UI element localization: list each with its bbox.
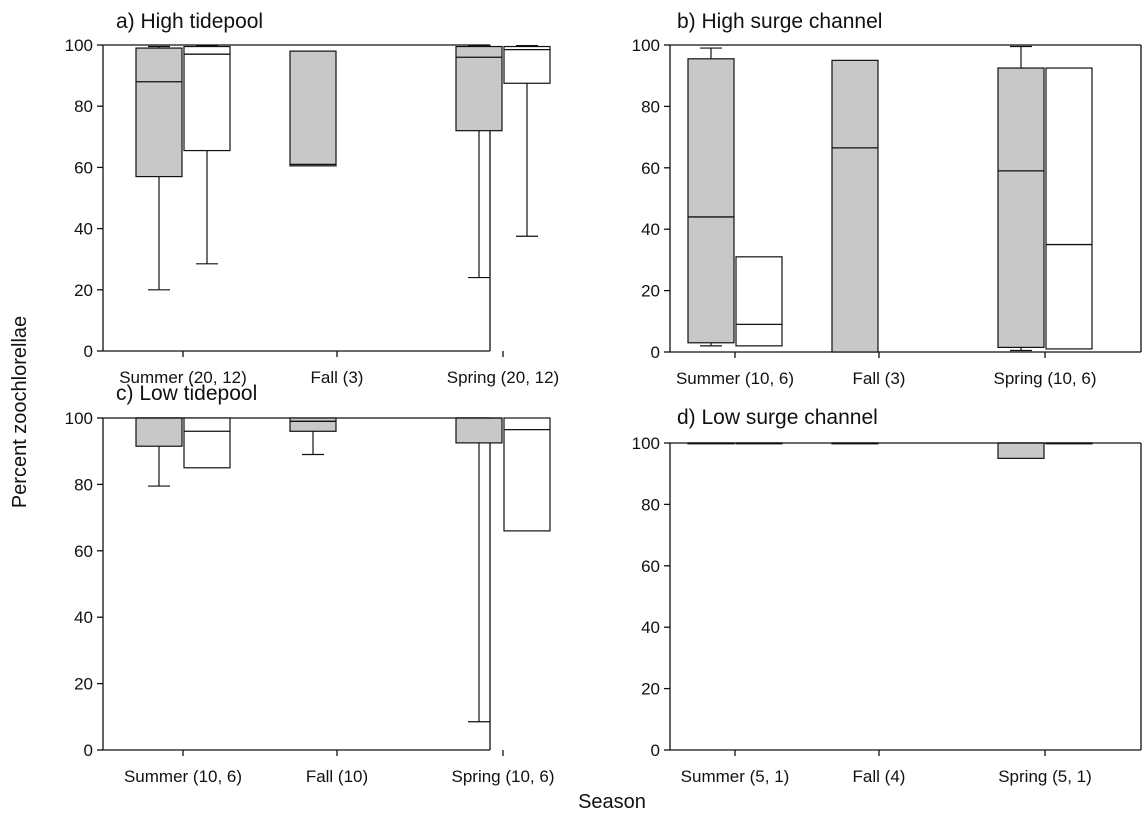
y-axis-title: Percent zoochlorellae [9,316,31,508]
x-tick-label: Spring (10, 6) [994,369,1097,388]
panel-title: a) High tidepool [116,10,263,33]
box-body [735,256,783,347]
x-tick-label: Spring (5, 1) [998,767,1092,786]
y-tick-label: 80 [74,97,93,116]
box-body [289,50,337,167]
y-tick-label: 100 [632,434,660,453]
box-series1-1 [687,442,735,445]
y-tick-label: 80 [641,97,660,116]
box-series1-3 [455,45,503,279]
y-tick-label: 100 [65,409,93,428]
x-tick-label: Summer (20, 12) [119,368,247,387]
y-tick-label: 0 [84,741,93,760]
box-series2-1 [735,442,783,445]
box-body [135,47,183,178]
y-tick-label: 20 [74,281,93,300]
box-series1-2 [289,417,337,456]
panel-title: b) High surge channel [677,10,882,33]
y-tick-label: 40 [74,220,93,239]
box-body [455,45,503,132]
box-series2-3 [1045,67,1093,350]
box-series1-2 [831,442,879,445]
box-body [183,417,231,469]
box-body [1045,67,1093,350]
box-body [997,442,1045,459]
box-series1-3 [455,417,503,723]
y-tick-label: 40 [641,618,660,637]
box-series2-3 [503,417,551,532]
box-series2-1 [183,417,231,469]
x-tick-label: Summer (5, 1) [681,767,790,786]
box-series2-3 [1045,442,1093,445]
x-tick-label: Summer (10, 6) [676,369,794,388]
box-series1-2 [831,59,879,353]
box-body [997,67,1045,348]
x-tick-label: Fall (4) [853,767,906,786]
y-tick-label: 80 [74,475,93,494]
box-body [455,417,503,444]
box-body [503,417,551,532]
panel-title: c) Low tidepool [116,382,257,405]
y-tick-label: 0 [84,342,93,361]
box-series2-1 [735,256,783,347]
y-tick-label: 20 [74,675,93,694]
y-tick-label: 100 [65,36,93,55]
panel-4: d) Low surge channel 0 20 40 60 80 100 Summer (… [632,406,1142,786]
box-series2-3 [503,45,551,237]
box-body [503,45,551,84]
box-series1-1 [135,45,183,291]
panel-title: d) Low surge channel [677,406,878,429]
box-series1-3 [997,442,1045,459]
box-body [183,45,231,152]
y-tick-label: 0 [651,741,660,760]
y-tick-label: 20 [641,680,660,699]
panel-3: c) Low tidepool 0 20 40 60 80 100 Summer (10, 6… [65,382,555,786]
chart-panels: a) High tidepool 0 20 40 60 80 100 Summer (20, … [65,10,1142,786]
box-body [831,59,879,353]
x-tick-label: Spring (10, 6) [452,767,555,786]
y-tick-label: 60 [641,557,660,576]
y-tick-label: 40 [74,608,93,627]
y-tick-label: 80 [641,495,660,514]
x-tick-label: Fall (3) [311,368,364,387]
box-series1-3 [997,45,1045,352]
x-tick-label: Fall (10) [306,767,368,786]
x-axis-title: Season [578,791,646,813]
y-tick-label: 60 [74,542,93,561]
box-series2-1 [183,45,231,265]
y-tick-label: 40 [641,220,660,239]
y-tick-label: 0 [651,343,660,362]
x-tick-label: Spring (20, 12) [447,368,559,387]
y-tick-label: 60 [641,159,660,178]
box-body [289,417,337,432]
y-tick-label: 60 [74,158,93,177]
box-body [687,58,735,344]
panel-2: b) High surge channel 0 20 40 60 80 100 Summer … [632,10,1142,388]
box-series1-1 [135,417,183,487]
panel-1: a) High tidepool 0 20 40 60 80 100 Summer (20, … [65,10,560,387]
box-series1-2 [289,50,337,167]
y-tick-label: 20 [641,282,660,301]
box-body [135,417,183,447]
box-series1-1 [687,47,735,347]
x-tick-label: Fall (3) [853,369,906,388]
x-tick-label: Summer (10, 6) [124,767,242,786]
y-tick-label: 100 [632,36,660,55]
